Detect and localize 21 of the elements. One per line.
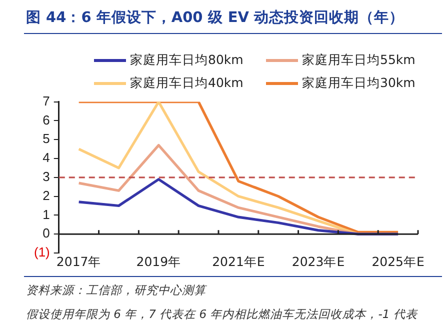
- x-tick-label: 2023年E: [292, 254, 345, 269]
- x-tick-label: 2019年: [136, 254, 182, 269]
- y-tick-label: 5: [42, 131, 50, 146]
- legend-label: 家庭用车日均40km: [130, 75, 244, 92]
- y-tick-label: 4: [42, 150, 50, 166]
- legend-label: 家庭用车日均55km: [302, 52, 416, 69]
- text: 假设使用年限为 6 年，7 代表在 6 年内相比燃油车无法回收成本，-1 代表: [26, 307, 418, 322]
- y-tick-label: 3: [42, 168, 50, 184]
- text: 资料来源：工信部，研究中心测算: [26, 283, 206, 298]
- x-tick-label: 2021年E: [212, 254, 265, 269]
- y-tick-label: (1): [34, 244, 50, 260]
- y-tick-label: 7: [42, 93, 50, 108]
- y-tick-label: 6: [42, 112, 50, 128]
- legend-label: 家庭用车日均30km: [302, 75, 416, 92]
- y-tick-label: 2: [42, 188, 50, 203]
- y-tick-label: 1: [42, 206, 50, 222]
- chart-title: 图 44：6 年假设下，A00 级 EV 动态投资回收期（年）: [26, 8, 404, 27]
- x-tick-label: 2017年: [56, 254, 102, 269]
- x-tick-label: 2025年E: [372, 254, 424, 269]
- y-tick-label: 0: [42, 226, 50, 241]
- legend-label: 家庭用车日均80km: [130, 52, 244, 69]
